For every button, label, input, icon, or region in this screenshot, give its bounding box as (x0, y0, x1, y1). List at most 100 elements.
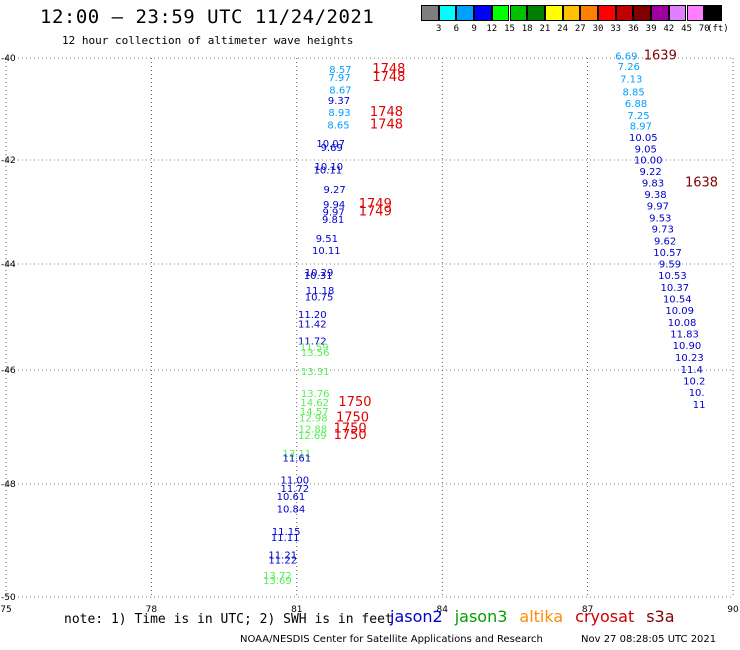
legend-swatch (421, 5, 439, 21)
pass-label: 1750 (338, 395, 371, 410)
wave-height-label: 10.54 (663, 295, 692, 306)
wave-height-label: 11.11 (271, 533, 300, 544)
legend-swatch (509, 5, 528, 21)
legend-label: 12 (486, 24, 498, 34)
satellite-name: s3a (646, 607, 675, 626)
wave-height-label: 10.08 (668, 318, 697, 329)
y-tick-label: -48 (1, 480, 16, 490)
wave-height-label: 12.69 (298, 431, 327, 442)
wave-height-label: 9.37 (328, 96, 350, 107)
wave-height-label: 11.72 (298, 337, 327, 348)
wave-height-label: 13.69 (263, 576, 292, 587)
legend-label: 27 (574, 24, 586, 34)
wave-height-label: 9.51 (316, 234, 338, 245)
x-tick-label: 81 (291, 605, 302, 615)
legend-swatch (615, 5, 634, 21)
wave-height-label: 10.2 (683, 377, 705, 388)
legend-label: 39 (645, 24, 657, 34)
wave-height-label: 10.53 (658, 271, 687, 282)
legend-swatch (527, 5, 545, 21)
wave-height-label: 10. (689, 388, 705, 399)
legend-swatch (456, 5, 475, 21)
wave-height-label: 10.75 (305, 293, 334, 304)
wave-height-label: 7.25 (627, 111, 649, 122)
legend-swatch (686, 5, 705, 21)
legend-label: 18 (521, 24, 533, 34)
wave-height-label: 11.72 (281, 484, 310, 495)
legend-label: 21 (539, 24, 551, 34)
wave-height-label: 8.85 (623, 88, 645, 99)
x-tick-label: 84 (436, 605, 448, 615)
wave-height-label: 10.61 (277, 492, 306, 503)
wave-height-label: 11 (693, 400, 706, 411)
legend-label: 3 (435, 24, 442, 34)
wave-height-label: 10.57 (653, 248, 682, 259)
wave-height-label: 13.72 (263, 571, 292, 582)
wave-height-label: 9.83 (642, 178, 664, 189)
legend-swatch (491, 5, 510, 21)
satellite-name: jason3 (454, 607, 508, 626)
legend-label: 15 (504, 24, 515, 34)
x-tick-label: 75 (0, 605, 11, 615)
wave-height-label: 10.90 (673, 341, 702, 352)
x-tick-label: 87 (582, 605, 593, 615)
pass-label: 1749 (359, 204, 392, 219)
wave-height-label: 9.73 (652, 225, 674, 236)
satellite-name: cryosat (575, 607, 635, 626)
wave-height-label: 7.13 (620, 74, 642, 85)
credit-text: NOAA/NESDIS Center for Satellite Applica… (240, 634, 543, 645)
wave-height-label: 6.88 (625, 99, 647, 110)
wave-height-label: 9.59 (659, 260, 681, 271)
wave-height-label: 8.67 (329, 86, 351, 97)
wave-height-label: 7.26 (618, 62, 640, 73)
wave-height-label: 14.57 (300, 407, 329, 418)
wave-height-label: 11.59 (300, 343, 329, 354)
legend-swatch (651, 5, 669, 21)
legend-label: 30 (592, 24, 604, 34)
grid-lines (5, 57, 734, 598)
wave-height-label: 10.11 (312, 246, 341, 257)
wave-height-label: 11.15 (272, 527, 301, 538)
legend-swatch (562, 5, 581, 21)
pass-label: 1750 (334, 428, 367, 443)
wave-height-label: 13.76 (301, 389, 330, 400)
wave-height-label: 10.37 (661, 283, 690, 294)
legend-label: 70 (698, 24, 710, 34)
wave-height-label: 8.57 (329, 65, 351, 76)
wave-height-label: 13.11 (282, 449, 311, 460)
wave-height-label: 9.81 (322, 215, 344, 226)
legend-label: 24 (557, 24, 569, 34)
pass-label: 1748 (372, 70, 405, 85)
legend-swatch (438, 5, 457, 21)
wave-height-label: 11.18 (306, 286, 335, 297)
wave-height-label: 9.05 (635, 144, 657, 155)
wave-height-label: 11.4 (681, 365, 703, 376)
wave-height-label: 9.27 (323, 185, 345, 196)
satellite-legend: jason2 jason3 altika cryosat s3a (390, 607, 687, 626)
legend-swatch (668, 5, 687, 21)
wave-height-label: 10.31 (304, 271, 333, 282)
x-tick-labels: 75 78 81 84 87 90 (0, 605, 739, 615)
wave-height-label: 12.88 (298, 425, 327, 436)
wave-height-label: 10.10 (314, 162, 343, 173)
pass-label: 1748 (370, 105, 403, 120)
wave-height-label: 6.69 (615, 52, 637, 63)
legend-swatch (580, 5, 598, 21)
wave-height-label: 10.23 (675, 353, 704, 364)
wave-height-label: 11.21 (268, 551, 297, 562)
wave-height-label: 9.38 (644, 190, 666, 201)
wave-height-label: 9.22 (639, 167, 661, 178)
wave-height-label: 11.83 (670, 330, 699, 341)
legend-unit: (ft) (707, 24, 729, 34)
pass-label: 1748 (372, 62, 405, 77)
pass-label: 1749 (359, 197, 392, 212)
wave-height-label: 9.94 (323, 200, 345, 211)
wave-height-label: 9.53 (649, 213, 671, 224)
y-tick-label: -46 (1, 366, 16, 376)
wave-height-label: 9.97 (647, 201, 669, 212)
x-tick-label: 90 (727, 605, 739, 615)
satellite-name: altika (519, 607, 564, 626)
wave-height-label: 10.84 (277, 504, 306, 515)
page-subtitle: 12 hour collection of altimeter wave hei… (62, 34, 354, 47)
